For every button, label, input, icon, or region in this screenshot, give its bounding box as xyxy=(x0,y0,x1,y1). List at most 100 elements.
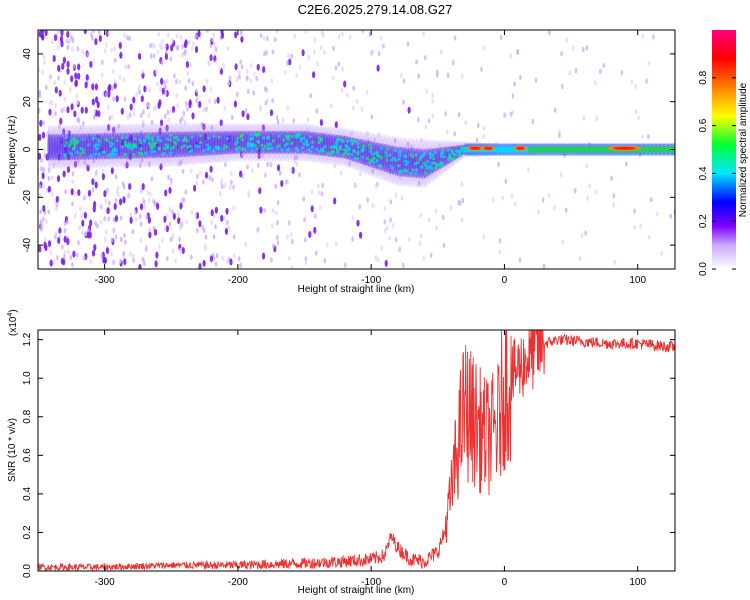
heatmap-cell xyxy=(295,72,299,78)
heatmap-cell xyxy=(123,232,126,238)
heatmap-cell xyxy=(224,162,227,168)
heatmap-cell xyxy=(134,216,138,222)
heatmap-cell xyxy=(45,84,48,91)
heatmap-cell xyxy=(225,207,229,215)
heatmap-cell xyxy=(156,135,160,139)
heatmap-cell xyxy=(139,237,143,244)
heatmap-cell xyxy=(424,163,428,167)
heatmap-cell xyxy=(62,170,66,178)
heatmap-cell xyxy=(482,134,485,140)
heatmap-cell xyxy=(669,213,673,219)
heatmap-cell xyxy=(235,148,239,152)
heatmap-cell xyxy=(445,129,449,135)
heatmap-cell xyxy=(383,219,387,225)
heatmap-cell xyxy=(74,72,78,80)
heatmap-cell xyxy=(664,146,667,153)
heatmap-cell xyxy=(315,147,319,151)
colorbar: 0.0 0.2 0.4 0.6 0.8 Normalized spectral ampl… xyxy=(698,30,749,276)
heatmap-cell xyxy=(384,151,388,155)
heatmap-cell xyxy=(198,170,202,176)
heatmap-cell xyxy=(309,93,313,99)
heatmap-cell xyxy=(72,63,76,69)
heatmap-cell xyxy=(168,221,172,227)
heatmap-cell xyxy=(225,136,229,141)
heatmap-cell xyxy=(652,34,655,40)
heatmap-cell xyxy=(498,238,502,244)
heatmap-cell xyxy=(267,146,271,150)
heatmap-cell xyxy=(96,146,100,150)
heatmap-cell xyxy=(525,146,528,153)
heatmap-cell xyxy=(323,258,327,264)
heatmap-cell xyxy=(40,157,43,163)
heatmap-cell xyxy=(128,144,132,148)
heatmap-cell xyxy=(47,209,51,215)
heatmap-cell xyxy=(247,190,251,196)
heatmap-cell xyxy=(101,168,105,175)
heatmap-cell xyxy=(212,32,215,38)
heatmap-cell xyxy=(204,171,209,179)
heatmap-cell xyxy=(498,249,502,255)
heatmap-cell xyxy=(163,215,167,223)
heatmap-cell xyxy=(124,64,127,70)
heatmap-cell xyxy=(439,160,443,164)
heatmap-cell xyxy=(369,149,373,153)
heatmap-cell xyxy=(641,33,644,40)
heatmap-cell xyxy=(117,123,120,129)
heatmap-cell xyxy=(264,172,267,178)
heatmap-cell xyxy=(119,258,122,264)
heatmap-cell xyxy=(431,153,435,157)
heatmap-cell xyxy=(194,144,198,148)
heatmap-cell xyxy=(226,219,229,226)
heatmap-cell xyxy=(202,107,206,113)
heatmap-cell xyxy=(564,207,568,213)
heatmap-cell xyxy=(56,175,61,183)
heatmap-cell xyxy=(293,33,297,40)
heatmap-cell xyxy=(240,30,243,35)
heatmap-cell xyxy=(185,61,189,68)
heatmap-cell xyxy=(547,192,551,198)
heatmap-cell xyxy=(164,84,167,90)
heatmap-cell xyxy=(206,30,209,33)
heatmap-cell xyxy=(647,60,651,66)
heatmap-cell xyxy=(204,234,208,240)
heatmap-cell xyxy=(446,148,450,152)
heatmap-cell xyxy=(370,114,374,120)
heatmap-cell xyxy=(106,187,109,193)
heatmap-cell xyxy=(299,139,303,143)
heatmap-cell xyxy=(586,195,589,201)
heatmap-cell xyxy=(305,143,309,147)
heatmap-cell xyxy=(60,40,64,48)
heatmap-cell xyxy=(238,70,241,76)
heatmap-cell xyxy=(464,146,467,153)
y-tick-label: 0.8 xyxy=(22,409,33,423)
heatmap-cell xyxy=(92,114,96,120)
heatmap-cell xyxy=(399,73,403,79)
heatmap-cell xyxy=(578,255,582,261)
heatmap-cell xyxy=(552,146,555,153)
heatmap-cell xyxy=(71,262,74,268)
heatmap-cell xyxy=(63,97,66,103)
heatmap-cell xyxy=(63,254,66,260)
heatmap-cell xyxy=(186,145,190,149)
heatmap-cell xyxy=(143,260,146,267)
heatmap-cell xyxy=(42,54,46,60)
heatmap-cell xyxy=(406,160,410,164)
heatmap-cell xyxy=(236,91,239,97)
heatmap-cell xyxy=(140,157,144,163)
heatmap-cell xyxy=(66,238,70,246)
heatmap-cell xyxy=(108,141,113,145)
heatmap-cell xyxy=(637,115,640,121)
heatmap-cell xyxy=(214,224,217,230)
heatmap-cell xyxy=(249,63,253,69)
heatmap-cell xyxy=(107,85,111,93)
heatmap-cell xyxy=(214,261,218,267)
heatmap-cell xyxy=(66,219,69,225)
heatmap-cell xyxy=(165,256,169,262)
heatmap-cell xyxy=(225,145,229,149)
heatmap-cell xyxy=(246,113,250,121)
heatmap-cell xyxy=(460,181,464,187)
heatmap-cell xyxy=(342,148,346,152)
heatmap-cell xyxy=(139,141,143,145)
heatmap-cell xyxy=(198,263,202,269)
heatmap-cell xyxy=(70,138,75,142)
